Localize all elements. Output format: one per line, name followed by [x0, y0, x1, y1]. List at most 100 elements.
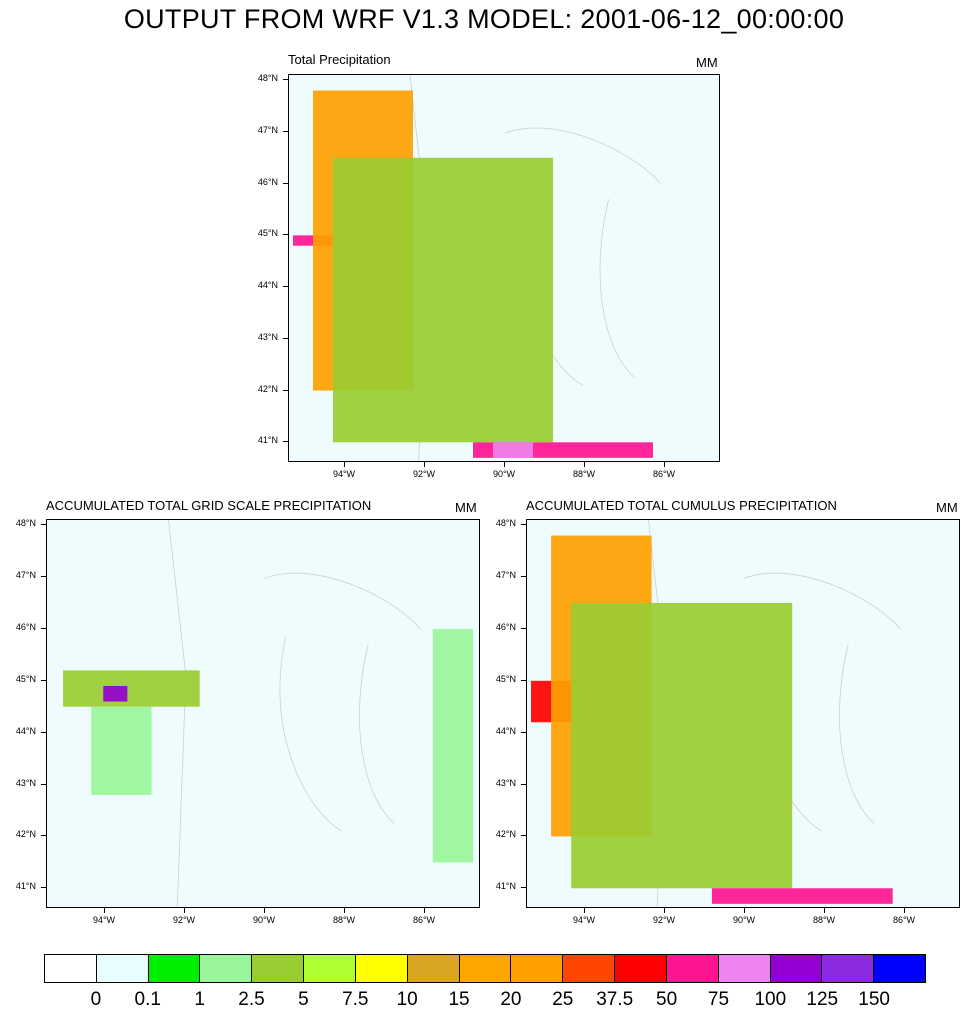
colorbar-label: 75 [707, 989, 730, 1010]
precip-region [333, 157, 553, 443]
colorbar-swatch [459, 955, 512, 982]
longitude-tick [664, 462, 665, 467]
colorbar-label: 0.1 [134, 989, 161, 1010]
colorbar-swatch [874, 955, 926, 982]
map-canvas [531, 520, 901, 907]
latitude-label: 44°N [15, 725, 36, 736]
longitude-tick [344, 908, 345, 913]
latitude-tick [41, 576, 46, 578]
panel-units: MM [936, 500, 958, 515]
longitude-label: 90°W [252, 915, 276, 925]
colorbar-swatch [96, 955, 149, 982]
latitude-label: 43°N [495, 777, 516, 788]
longitude-label: 92°W [172, 915, 196, 925]
longitude-tick [584, 908, 585, 913]
latitude-tick [283, 389, 288, 391]
latitude-tick [521, 783, 526, 785]
colorbar-swatch [718, 955, 771, 982]
colorbar-label: 150 [858, 989, 890, 1010]
latitude-label: 44°N [257, 280, 278, 291]
map-canvas [293, 75, 661, 461]
latitude-tick [521, 576, 526, 578]
boundary-lines [168, 520, 421, 907]
latitude-tick [41, 887, 46, 889]
colorbar-label: 1 [194, 989, 205, 1010]
longitude-label: 88°W [332, 915, 356, 925]
latitude-label: 42°N [257, 383, 278, 394]
latitude-label: 47°N [495, 570, 516, 581]
latitude-label: 46°N [257, 176, 278, 187]
latitude-tick [41, 627, 46, 629]
longitude-tick [424, 908, 425, 913]
longitude-label: 86°W [892, 915, 916, 925]
latitude-tick [41, 679, 46, 681]
latitude-label: 43°N [257, 331, 278, 342]
colorbar-swatch [666, 955, 719, 982]
colorbar-swatch [45, 955, 97, 982]
precip-region [91, 706, 152, 795]
latitude-tick [283, 286, 288, 288]
colorbar-swatch [252, 955, 305, 982]
colorbar-label: 37.5 [596, 989, 634, 1010]
longitude-tick [664, 908, 665, 913]
latitude-label: 42°N [15, 829, 36, 840]
colorbar [44, 954, 926, 983]
latitude-label: 45°N [495, 673, 516, 684]
colorbar-swatch [511, 955, 564, 982]
colorbar-swatch [770, 955, 823, 982]
latitude-label: 43°N [15, 777, 36, 788]
latitude-label: 41°N [257, 435, 278, 446]
longitude-label: 94°W [332, 469, 356, 479]
panel-units: MM [455, 500, 477, 515]
latitude-tick [41, 835, 46, 837]
colorbar-label: 2.5 [238, 989, 265, 1010]
latitude-tick [41, 731, 46, 733]
longitude-tick [584, 462, 585, 467]
colorbar-swatch [200, 955, 253, 982]
latitude-label: 41°N [15, 881, 36, 892]
panel-units: MM [696, 55, 718, 70]
colorbar-swatch [615, 955, 667, 982]
longitude-label: 86°W [412, 915, 436, 925]
longitude-tick [904, 908, 905, 913]
longitude-label: 88°W [572, 469, 596, 479]
precipitation-map [526, 519, 960, 908]
latitude-label: 48°N [495, 518, 516, 529]
precip-region [711, 888, 893, 904]
latitude-tick [521, 679, 526, 681]
precip-region [103, 685, 128, 702]
colorbar-label: 15 [448, 989, 470, 1010]
panel-title: ACCUMULATED TOTAL CUMULUS PRECIPITATION [526, 498, 837, 513]
colorbar-label: 25 [552, 989, 574, 1010]
figure-title: OUTPUT FROM WRF V1.3 MODEL: 2001-06-12_0… [123, 4, 845, 34]
longitude-label: 94°W [92, 915, 116, 925]
longitude-label: 94°W [572, 915, 596, 925]
longitude-label: 88°W [812, 915, 836, 925]
longitude-tick [424, 462, 425, 467]
colorbar-swatch [407, 955, 460, 982]
latitude-tick [283, 337, 288, 339]
colorbar-swatch [355, 955, 408, 982]
latitude-label: 45°N [257, 228, 278, 239]
colorbar-label: 7.5 [342, 989, 369, 1010]
longitude-label: 86°W [652, 469, 676, 479]
latitude-label: 46°N [15, 621, 36, 632]
colorbar-label: 5 [298, 989, 309, 1010]
latitude-label: 46°N [495, 621, 516, 632]
colorbar-swatch [148, 955, 201, 982]
longitude-label: 90°W [732, 915, 756, 925]
colorbar-label: 20 [500, 989, 522, 1010]
panel-title: ACCUMULATED TOTAL GRID SCALE PRECIPITATI… [46, 498, 372, 513]
latitude-tick [41, 783, 46, 785]
longitude-tick [344, 462, 345, 467]
latitude-tick [521, 835, 526, 837]
latitude-label: 45°N [15, 673, 36, 684]
longitude-label: 90°W [492, 469, 516, 479]
longitude-tick [104, 908, 105, 913]
latitude-label: 41°N [495, 881, 516, 892]
latitude-tick [521, 627, 526, 629]
colorbar-label: 0 [90, 989, 102, 1010]
panel-title: Total Precipitation [288, 52, 391, 67]
colorbar-label: 100 [754, 989, 787, 1010]
latitude-tick [521, 731, 526, 733]
